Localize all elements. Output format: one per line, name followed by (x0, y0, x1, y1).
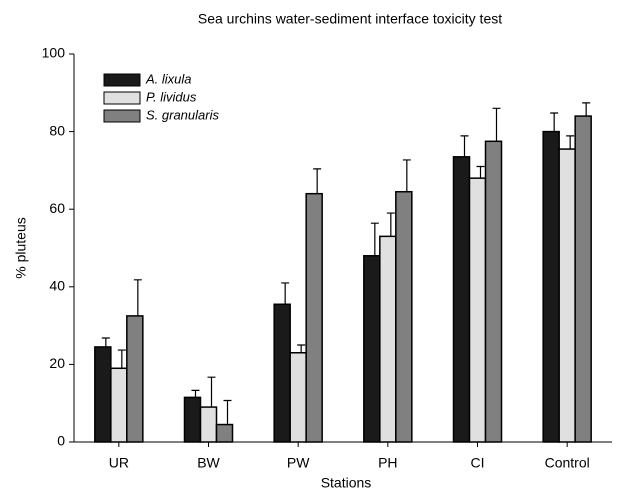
y-axis-label: % pluteus (13, 217, 29, 278)
x-tick-label: Control (545, 455, 590, 471)
legend-label: S. granularis (146, 107, 219, 122)
error-bar (492, 107, 501, 142)
bar (484, 140, 503, 443)
y-tick-label: 40 (49, 278, 65, 294)
bar (468, 177, 487, 443)
y-tick-label: 20 (49, 355, 65, 371)
bar (542, 130, 560, 443)
y-tick-label: 60 (49, 200, 65, 216)
error-bar (402, 159, 411, 192)
chart-title: Sea urchins water-sediment interface tox… (198, 11, 502, 27)
error-bar (550, 112, 559, 132)
y-tick-label: 100 (42, 45, 66, 61)
error-bar (582, 102, 591, 117)
legend-swatch (103, 109, 141, 123)
bar (215, 423, 234, 443)
bar (126, 315, 144, 443)
x-tick-label: UR (109, 455, 129, 471)
error-bar (281, 282, 290, 305)
bar (395, 190, 413, 443)
bar (574, 115, 592, 443)
bar (183, 396, 202, 443)
bar (379, 235, 397, 443)
error-bar (191, 389, 200, 398)
x-tick-label: PW (287, 455, 310, 471)
bar (94, 346, 112, 443)
x-tick-label: BW (197, 455, 220, 471)
legend-label: A. lixula (145, 71, 192, 86)
legend-swatch (103, 73, 141, 87)
legend-label: P. lividus (146, 89, 197, 104)
legend-swatch (103, 91, 141, 105)
error-bar (386, 212, 395, 237)
error-bar (313, 168, 322, 194)
bar (110, 367, 128, 443)
x-tick-label: PH (378, 455, 397, 471)
bar (289, 352, 307, 443)
error-bar (223, 399, 232, 425)
error-bar (566, 135, 575, 150)
error-bar (370, 222, 379, 256)
error-bar (133, 279, 142, 316)
bar (452, 156, 471, 443)
error-bar (117, 349, 126, 369)
bar (305, 192, 323, 443)
y-tick-label: 0 (57, 433, 65, 449)
bar (363, 255, 381, 443)
bar (199, 406, 218, 443)
x-axis-label: Stations (321, 475, 372, 491)
error-bar (207, 376, 216, 408)
x-tick-label: CI (471, 455, 485, 471)
error-bar (101, 337, 110, 347)
y-tick-label: 80 (49, 122, 65, 138)
bar (273, 303, 291, 443)
error-bar (297, 344, 306, 353)
error-bar (460, 135, 469, 157)
error-bar (476, 165, 485, 179)
bar (558, 148, 576, 443)
